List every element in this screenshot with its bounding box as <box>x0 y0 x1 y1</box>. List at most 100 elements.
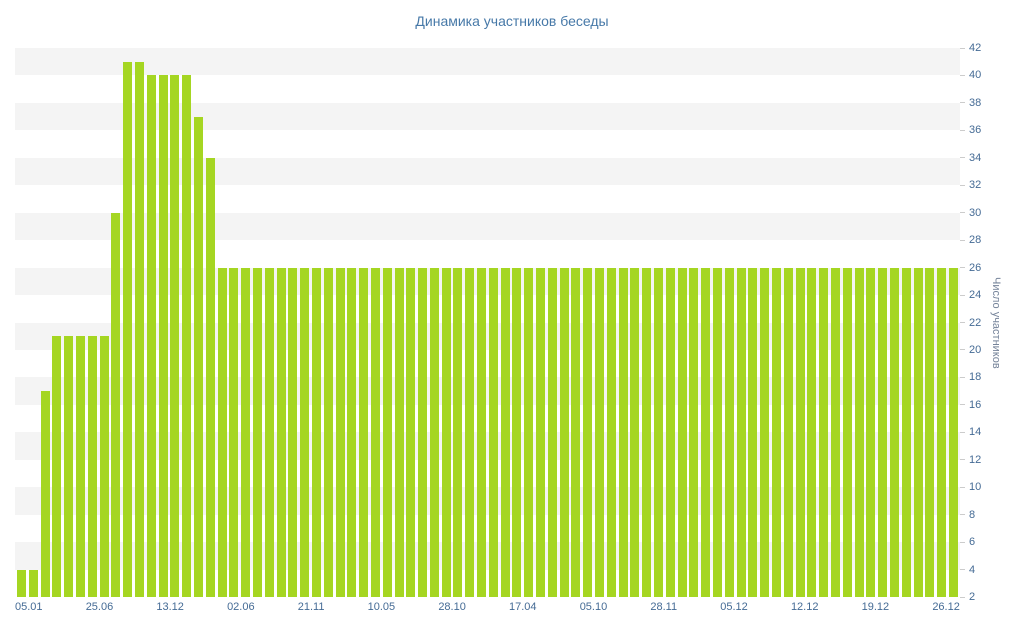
bar <box>123 61 133 597</box>
y-tick-mark <box>960 102 965 104</box>
bar <box>99 336 109 597</box>
y-tick: 34 <box>960 152 981 164</box>
y-tick-mark <box>960 322 965 323</box>
y-tick-mark <box>960 514 965 516</box>
bar <box>217 267 227 597</box>
bar <box>182 75 192 597</box>
plot-area <box>15 48 960 597</box>
bar <box>937 267 947 597</box>
y-tick-mark <box>960 596 965 598</box>
y-tick-label: 16 <box>969 398 982 411</box>
x-tick-label: 05.12 <box>720 601 748 613</box>
y-tick-label: 22 <box>969 316 982 329</box>
y-axis-title: Число участников <box>990 276 1002 369</box>
y-tick-mark <box>960 47 965 49</box>
y-tick-mark <box>960 157 965 159</box>
y-tick: 2 <box>960 591 975 603</box>
y-tick-label: 8 <box>969 508 976 521</box>
y-tick-mark <box>960 267 965 269</box>
x-tick-label: 10.05 <box>367 601 396 613</box>
y-tick-label: 42 <box>969 42 982 54</box>
bar <box>665 267 675 597</box>
y-tick: 36 <box>960 124 981 136</box>
bar <box>524 267 534 597</box>
bar <box>606 267 616 597</box>
bar <box>40 391 50 597</box>
y-tick-mark <box>960 459 965 461</box>
x-tick-label: 05.10 <box>579 601 608 613</box>
y-tick: 4 <box>960 564 975 576</box>
bar-series <box>15 48 960 597</box>
bar <box>866 267 876 597</box>
bar <box>429 267 439 597</box>
y-tick-mark <box>960 404 965 406</box>
bar <box>772 267 781 597</box>
bar <box>158 75 168 597</box>
bar <box>842 267 852 597</box>
y-tick-mark <box>960 541 965 543</box>
y-tick: 16 <box>960 399 981 411</box>
bar <box>536 267 546 597</box>
bar <box>630 267 640 597</box>
bar <box>64 336 74 597</box>
bar <box>382 267 392 597</box>
bar <box>28 569 38 597</box>
bar <box>830 267 840 597</box>
bar <box>453 267 463 597</box>
bar <box>583 267 593 597</box>
bar <box>335 267 345 597</box>
bar <box>512 267 522 597</box>
y-tick: 38 <box>960 97 981 109</box>
bar <box>52 336 62 597</box>
bar <box>689 267 699 597</box>
y-tick-mark <box>960 74 965 76</box>
bar <box>146 75 156 597</box>
y-tick-label: 32 <box>969 179 982 192</box>
y-tick: 30 <box>960 207 981 219</box>
y-tick-label: 12 <box>969 453 982 466</box>
y-tick: 8 <box>960 509 975 521</box>
bar <box>677 267 687 597</box>
y-tick-label: 38 <box>969 96 982 109</box>
bar <box>394 267 404 597</box>
y-tick: 40 <box>960 69 981 81</box>
y-tick-label: 2 <box>969 591 976 603</box>
y-tick-mark <box>960 486 965 488</box>
x-tick-label: 19.12 <box>861 601 890 613</box>
bar <box>559 267 569 597</box>
y-tick: 26 <box>960 262 981 274</box>
bar <box>288 267 298 597</box>
bar <box>547 267 557 597</box>
bar <box>264 267 274 597</box>
bar <box>500 267 510 597</box>
bar <box>75 336 85 597</box>
bar <box>819 267 829 597</box>
bar <box>111 212 121 597</box>
bar <box>925 267 935 597</box>
y-tick-label: 6 <box>969 536 976 549</box>
y-tick-mark <box>960 376 965 378</box>
bar <box>748 267 758 597</box>
y-tick-label: 28 <box>969 234 982 247</box>
x-tick-label: 02.06 <box>227 601 255 613</box>
y-tick-label: 14 <box>969 426 982 439</box>
x-tick-label: 13.12 <box>156 601 184 613</box>
bar <box>477 267 487 597</box>
bar <box>760 267 770 597</box>
bar <box>913 267 923 597</box>
y-tick-label: 18 <box>969 371 982 384</box>
y-tick-label: 40 <box>969 69 982 82</box>
y-tick-mark <box>960 431 965 433</box>
x-tick-label: 05.01 <box>15 601 43 613</box>
y-tick-label: 26 <box>969 261 982 274</box>
bar <box>441 267 451 597</box>
y-tick-label: 30 <box>969 206 982 219</box>
y-tick-label: 36 <box>969 124 982 137</box>
y-tick-mark <box>960 129 965 131</box>
y-tick: 22 <box>960 317 981 329</box>
bar <box>17 569 26 597</box>
y-tick-mark <box>960 184 965 186</box>
bar <box>654 267 664 597</box>
bar <box>595 267 605 597</box>
